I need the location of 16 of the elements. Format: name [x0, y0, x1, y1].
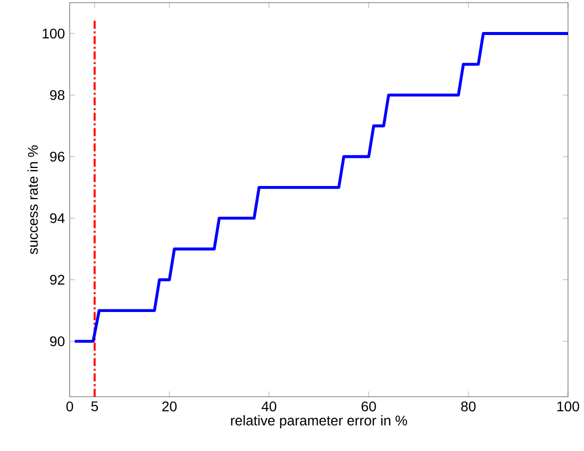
- x-tick-label: 20: [162, 401, 177, 412]
- y-tick-label: 94: [50, 213, 65, 224]
- y-axis-title: success rate in %: [28, 145, 38, 254]
- y-tick-label: 92: [50, 274, 64, 285]
- y-tick-label: 98: [50, 90, 64, 100]
- y-tick-label: 100: [42, 28, 64, 38]
- x-tick-label: 80: [461, 401, 476, 412]
- y-tick-label: 90: [50, 336, 64, 346]
- y-tick-label: 96: [50, 152, 64, 162]
- x-tick-label: 60: [362, 401, 376, 412]
- line-series: [73, 32, 568, 343]
- x-tick-label: 100: [557, 401, 580, 412]
- x-axis-title: relative parameter error in %: [231, 415, 408, 428]
- x-tick-label: 40: [262, 401, 276, 412]
- x-tick-label: 0: [66, 401, 74, 412]
- x-tick-label: 5: [91, 401, 98, 412]
